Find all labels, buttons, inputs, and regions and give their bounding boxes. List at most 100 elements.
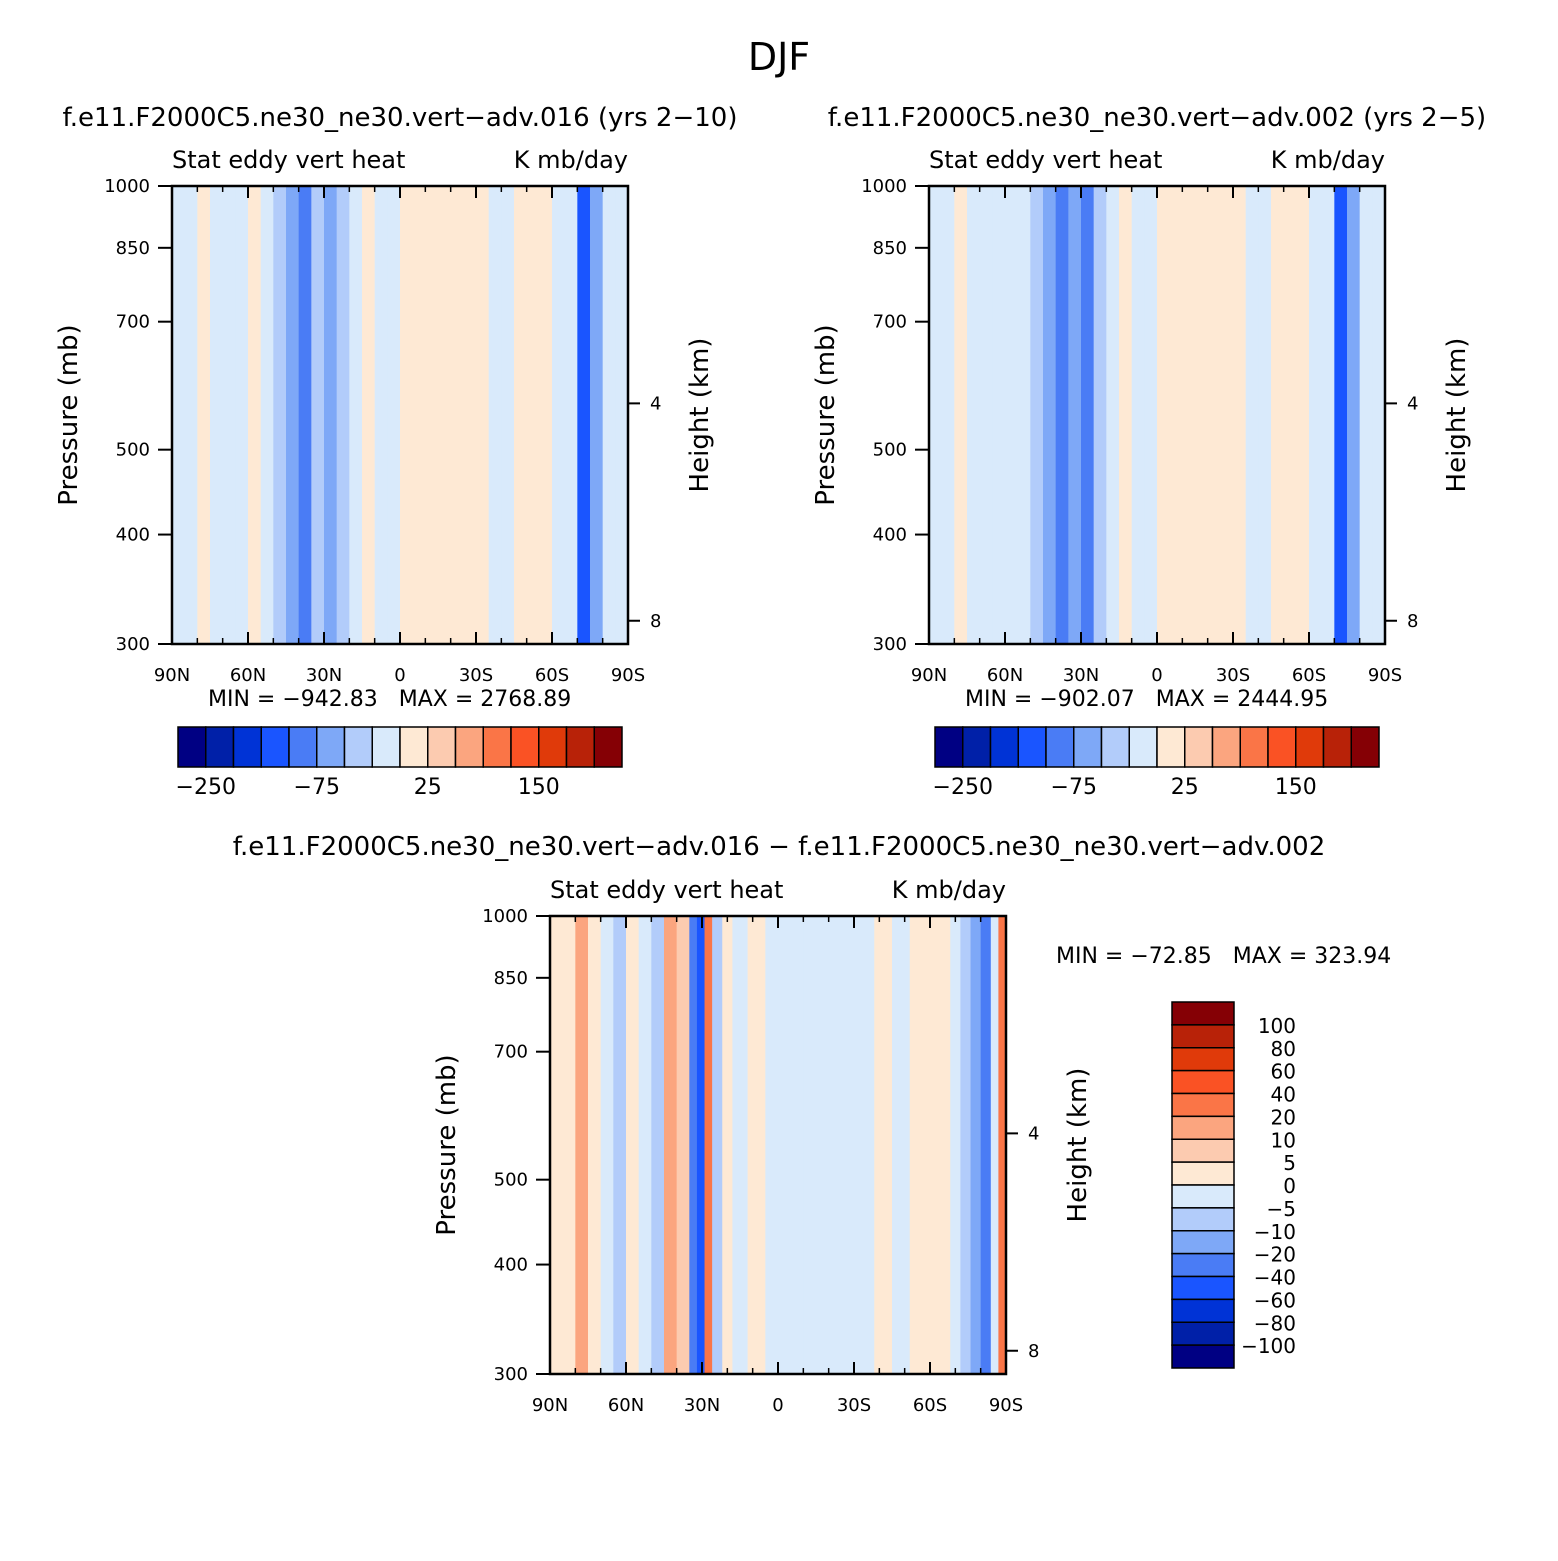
x-tick-label: 60N <box>608 1395 644 1416</box>
y-tick-label: 500 <box>116 440 150 461</box>
colorbar-swatch <box>1211 726 1241 768</box>
colorbar-swatch <box>1171 1069 1235 1095</box>
colorbar-label: 60 <box>1271 1060 1296 1084</box>
colorbar-label: −20 <box>1254 1243 1296 1267</box>
colorbar-swatch <box>1184 726 1214 768</box>
colorbar-swatch <box>934 726 964 768</box>
colorbar-label: 5 <box>1283 1151 1296 1175</box>
field-band <box>172 186 186 644</box>
colorbar-label: −100 <box>1241 1334 1296 1358</box>
field-band <box>874 916 893 1374</box>
panel-1: f.e11.F2000C5.ne30_ne30.vert−adv.016 (yr… <box>54 103 737 800</box>
x-tick-label: 90S <box>989 1395 1023 1416</box>
field-band <box>803 916 830 1374</box>
field-band <box>1182 186 1196 644</box>
y-tick-label: 700 <box>494 1042 528 1063</box>
y-tick-label: 700 <box>873 312 907 333</box>
x-tick-label: 90S <box>1368 665 1402 686</box>
field-band <box>273 186 287 644</box>
contour-field <box>929 186 1385 644</box>
panel-subtitle-left: Stat eddy vert heat <box>550 876 783 904</box>
x-tick-label: 30S <box>1216 665 1250 686</box>
colorbar-label: −5 <box>1267 1197 1296 1221</box>
x-tick-label: 30S <box>837 1395 871 1416</box>
y-tick-label: 400 <box>116 525 150 546</box>
y-tick-label: 300 <box>873 634 907 655</box>
field-band <box>248 186 262 644</box>
x-tick-label: 60N <box>230 665 266 686</box>
colorbar-swatch <box>399 726 429 768</box>
field-band <box>235 186 249 644</box>
field-band <box>960 916 972 1374</box>
y-axis-label: Pressure (mb) <box>432 1054 462 1235</box>
field-band <box>349 186 363 644</box>
field-band <box>286 186 300 644</box>
colorbar-label: 40 <box>1271 1083 1296 1107</box>
contour-field <box>172 186 628 644</box>
max-value: 2768.89 <box>480 687 571 712</box>
field-band <box>1347 186 1361 644</box>
panel-subtitle-right: K mb/day <box>1271 146 1385 174</box>
x-tick-label: 90N <box>532 1395 568 1416</box>
x-tick-label: 90S <box>611 665 645 686</box>
colorbar-swatch <box>1171 1184 1235 1209</box>
field-band <box>1207 186 1221 644</box>
colorbar: −250 −75 25 150 <box>933 726 1380 800</box>
colorbar-swatch <box>260 726 290 768</box>
field-band <box>937 916 951 1374</box>
colorbar-swatch <box>1239 726 1269 768</box>
colorbar-label: 80 <box>1271 1037 1296 1061</box>
colorbar-swatch <box>1171 1138 1235 1163</box>
min-value: −72.85 <box>1130 944 1211 969</box>
max-label: MAX = <box>378 687 481 712</box>
y-tick-label: 400 <box>873 525 907 546</box>
colorbar-swatch <box>427 726 457 768</box>
colorbar-swatch <box>205 726 235 768</box>
colorbar-swatch <box>316 726 346 768</box>
field-band <box>712 916 723 1374</box>
field-band <box>909 916 926 1374</box>
field-band <box>950 916 961 1374</box>
field-band <box>1131 186 1145 644</box>
field-band <box>1068 186 1082 644</box>
field-band <box>790 916 804 1374</box>
field-band <box>854 916 875 1374</box>
panels: f.e11.F2000C5.ne30_ne30.vert−adv.016 (yr… <box>54 103 1486 1416</box>
colorbar: −250 −75 25 150 <box>176 726 623 800</box>
field-band <box>336 186 350 644</box>
x-tick-label: 30N <box>306 665 342 686</box>
y-axis-label: Pressure (mb) <box>811 324 841 505</box>
x-tick-label: 30S <box>459 665 493 686</box>
field-band <box>980 916 992 1374</box>
y-tick-label: 1000 <box>104 176 150 197</box>
colorbar-swatch <box>1171 1298 1235 1323</box>
figure-title: DJF <box>748 35 810 79</box>
field-band <box>1309 186 1323 644</box>
field-band <box>626 916 640 1374</box>
field-band <box>425 186 439 644</box>
field-band <box>1169 186 1183 644</box>
min-value: −942.83 <box>282 687 377 712</box>
y-right-tick-label: 8 <box>1407 611 1418 632</box>
field-band <box>1195 186 1209 644</box>
colorbar-label: −75 <box>1051 775 1097 800</box>
field-band <box>1030 186 1044 644</box>
field-band <box>438 186 452 644</box>
field-band <box>412 186 426 644</box>
y-right-axis-label: Height (km) <box>1063 1068 1093 1223</box>
field-band <box>1258 186 1272 644</box>
field-band <box>765 916 779 1374</box>
field-band <box>564 186 578 644</box>
colorbar-swatch <box>538 726 568 768</box>
field-band <box>1372 186 1385 644</box>
y-tick-label: 500 <box>494 1170 528 1191</box>
field-band <box>967 186 981 644</box>
x-tick-label: 30N <box>1063 665 1099 686</box>
x-tick-label: 30N <box>684 1395 720 1416</box>
x-tick-label: 0 <box>772 1395 783 1416</box>
min-max-stats: MIN = −72.85 MAX = 323.94 <box>1056 944 1391 969</box>
colorbar-swatch <box>565 726 595 768</box>
field-band <box>929 186 943 644</box>
field-band <box>450 186 464 644</box>
